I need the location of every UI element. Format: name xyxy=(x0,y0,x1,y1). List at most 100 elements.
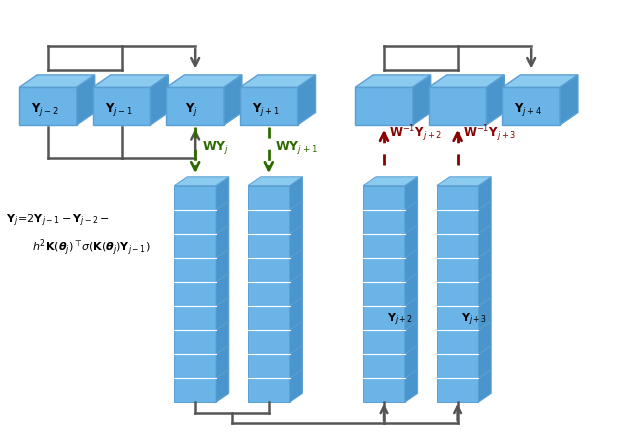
Polygon shape xyxy=(486,75,504,125)
Polygon shape xyxy=(364,177,417,186)
Polygon shape xyxy=(216,249,229,282)
Polygon shape xyxy=(437,258,479,282)
Polygon shape xyxy=(174,210,216,234)
Text: $\mathbf{Y}_{j+2}$: $\mathbf{Y}_{j+2}$ xyxy=(387,312,413,328)
Polygon shape xyxy=(404,249,417,282)
Polygon shape xyxy=(429,75,504,88)
Polygon shape xyxy=(404,201,417,234)
Polygon shape xyxy=(174,330,216,354)
Polygon shape xyxy=(248,282,290,306)
Polygon shape xyxy=(19,88,77,125)
Polygon shape xyxy=(174,186,216,210)
Polygon shape xyxy=(479,321,492,354)
Polygon shape xyxy=(437,306,479,330)
Text: $\mathbf{Y}_{j+1}$: $\mathbf{Y}_{j+1}$ xyxy=(252,101,280,118)
Text: $\mathbf{Y}_{j-1}$: $\mathbf{Y}_{j-1}$ xyxy=(104,101,132,118)
Polygon shape xyxy=(174,354,216,378)
Polygon shape xyxy=(404,177,417,210)
Polygon shape xyxy=(413,75,431,125)
Polygon shape xyxy=(364,282,404,306)
Polygon shape xyxy=(404,273,417,306)
Polygon shape xyxy=(290,345,303,378)
Polygon shape xyxy=(437,330,479,354)
Polygon shape xyxy=(298,75,316,125)
Text: $\mathbf{W}^{-1}\mathbf{Y}_{j+2}$: $\mathbf{W}^{-1}\mathbf{Y}_{j+2}$ xyxy=(389,123,442,144)
Polygon shape xyxy=(290,225,303,258)
Polygon shape xyxy=(355,75,431,88)
Polygon shape xyxy=(364,378,404,402)
Polygon shape xyxy=(216,273,229,306)
Polygon shape xyxy=(240,75,316,88)
Text: $h^2\mathbf{K}(\boldsymbol{\theta}_j)^\top\!\sigma(\mathbf{K}(\boldsymbol{\theta: $h^2\mathbf{K}(\boldsymbol{\theta}_j)^\t… xyxy=(32,237,150,258)
Polygon shape xyxy=(404,345,417,378)
Polygon shape xyxy=(404,225,417,258)
Polygon shape xyxy=(240,88,298,125)
Polygon shape xyxy=(404,297,417,330)
Polygon shape xyxy=(437,210,479,234)
Polygon shape xyxy=(364,354,404,378)
Polygon shape xyxy=(560,75,578,125)
Polygon shape xyxy=(364,306,404,330)
Polygon shape xyxy=(19,75,95,88)
Polygon shape xyxy=(248,186,290,210)
Polygon shape xyxy=(479,370,492,402)
Polygon shape xyxy=(502,88,560,125)
Text: $\mathbf{W}\mathbf{Y}_{j}$: $\mathbf{W}\mathbf{Y}_{j}$ xyxy=(202,139,229,156)
Polygon shape xyxy=(174,258,216,282)
Polygon shape xyxy=(174,378,216,402)
Polygon shape xyxy=(437,186,479,210)
Polygon shape xyxy=(437,234,479,258)
Polygon shape xyxy=(502,75,578,88)
Polygon shape xyxy=(364,210,404,234)
Polygon shape xyxy=(93,75,168,88)
Polygon shape xyxy=(429,88,486,125)
Polygon shape xyxy=(248,210,290,234)
Text: $\mathbf{Y}_{j}$: $\mathbf{Y}_{j}$ xyxy=(186,101,198,118)
Polygon shape xyxy=(216,225,229,258)
Polygon shape xyxy=(290,177,303,210)
Polygon shape xyxy=(93,88,150,125)
Polygon shape xyxy=(437,378,479,402)
Polygon shape xyxy=(479,273,492,306)
Polygon shape xyxy=(290,249,303,282)
Text: $\mathbf{Y}_j\!=\!2\mathbf{Y}_{j-1} - \mathbf{Y}_{j-2}-$: $\mathbf{Y}_j\!=\!2\mathbf{Y}_{j-1} - \m… xyxy=(6,213,111,229)
Polygon shape xyxy=(479,297,492,330)
Polygon shape xyxy=(224,75,242,125)
Polygon shape xyxy=(77,75,95,125)
Polygon shape xyxy=(404,321,417,354)
Polygon shape xyxy=(174,306,216,330)
Text: $\mathbf{Y}_{j+4}$: $\mathbf{Y}_{j+4}$ xyxy=(514,101,542,118)
Polygon shape xyxy=(437,354,479,378)
Text: $\mathbf{Y}_{j-2}$: $\mathbf{Y}_{j-2}$ xyxy=(31,101,59,118)
Polygon shape xyxy=(216,201,229,234)
Polygon shape xyxy=(479,177,492,210)
Polygon shape xyxy=(248,330,290,354)
Polygon shape xyxy=(216,297,229,330)
Polygon shape xyxy=(174,177,229,186)
Polygon shape xyxy=(166,88,224,125)
Polygon shape xyxy=(248,177,303,186)
Polygon shape xyxy=(174,234,216,258)
Polygon shape xyxy=(150,75,168,125)
Polygon shape xyxy=(166,75,242,88)
Polygon shape xyxy=(216,345,229,378)
Polygon shape xyxy=(404,370,417,402)
Polygon shape xyxy=(479,201,492,234)
Polygon shape xyxy=(364,258,404,282)
Polygon shape xyxy=(248,234,290,258)
Polygon shape xyxy=(248,258,290,282)
Polygon shape xyxy=(364,186,404,210)
Polygon shape xyxy=(216,370,229,402)
Polygon shape xyxy=(437,177,492,186)
Polygon shape xyxy=(355,88,413,125)
Polygon shape xyxy=(290,201,303,234)
Polygon shape xyxy=(364,234,404,258)
Polygon shape xyxy=(290,273,303,306)
Polygon shape xyxy=(479,345,492,378)
Polygon shape xyxy=(248,354,290,378)
Polygon shape xyxy=(248,306,290,330)
Text: $\mathbf{W}^{-1}\mathbf{Y}_{j+3}$: $\mathbf{W}^{-1}\mathbf{Y}_{j+3}$ xyxy=(463,123,516,144)
Polygon shape xyxy=(174,282,216,306)
Polygon shape xyxy=(290,321,303,354)
Text: $\mathbf{Y}_{j+3}$: $\mathbf{Y}_{j+3}$ xyxy=(461,312,487,328)
